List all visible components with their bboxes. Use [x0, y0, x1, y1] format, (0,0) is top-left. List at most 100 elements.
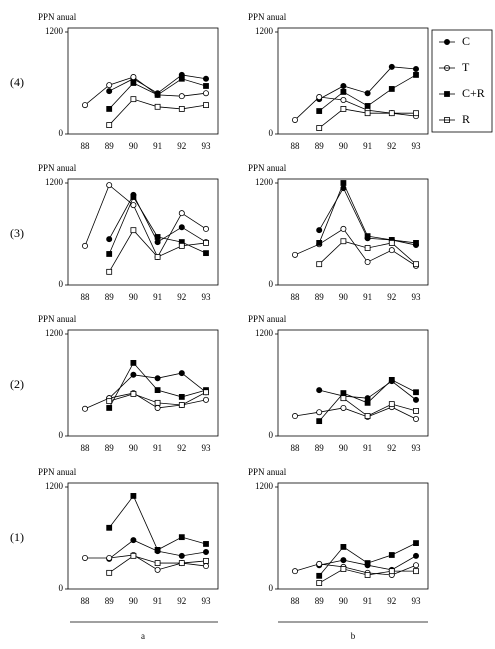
point [203, 83, 209, 89]
x-tick-label: 89 [315, 292, 325, 302]
point [291, 568, 298, 575]
x-tick-label: 91 [363, 443, 372, 453]
point [413, 389, 419, 396]
legend-box [431, 29, 493, 133]
point [202, 563, 209, 570]
point [130, 359, 137, 366]
point [364, 399, 371, 406]
point [154, 234, 161, 240]
x-tick-label: 88 [291, 292, 301, 302]
point [388, 552, 395, 558]
point [178, 552, 185, 559]
point [340, 395, 347, 402]
point [316, 108, 323, 114]
x-tick-label: 89 [315, 443, 325, 453]
point [316, 418, 323, 425]
point [154, 239, 161, 246]
y-tick-label: 1200 [255, 481, 274, 491]
point [202, 90, 209, 97]
point [106, 251, 113, 257]
x-tick-label: 90 [129, 596, 139, 606]
x-tick-label: 92 [387, 141, 396, 151]
point [130, 537, 137, 544]
point [203, 240, 209, 246]
point [413, 408, 419, 414]
point [106, 554, 113, 561]
point [340, 238, 347, 245]
x-tick-label: 88 [291, 596, 301, 606]
point [364, 233, 371, 240]
point [340, 82, 347, 89]
point [291, 116, 298, 123]
y-tick-label: 0 [269, 430, 274, 440]
plot-frame [277, 27, 429, 135]
point [388, 240, 395, 246]
point [388, 86, 395, 92]
point [316, 94, 323, 101]
x-tick-label: 93 [412, 596, 422, 606]
x-tick-label: 91 [153, 443, 162, 453]
point [130, 74, 137, 81]
point [202, 75, 209, 82]
point [106, 398, 113, 405]
point [154, 547, 161, 553]
point [154, 566, 161, 573]
x-tick-label: 90 [129, 141, 139, 151]
point [130, 80, 137, 86]
point [364, 90, 371, 97]
x-tick-label: 93 [202, 596, 212, 606]
y-tick-label: 1200 [45, 177, 64, 187]
point [178, 560, 185, 566]
x-tick-label: 88 [81, 443, 91, 453]
series-line [108, 196, 207, 255]
point [154, 375, 161, 382]
point [82, 554, 89, 561]
point [388, 247, 395, 254]
x-tick-label: 92 [177, 292, 186, 302]
y-axis-label: PPN anual [248, 314, 287, 324]
point [413, 540, 419, 546]
point [82, 242, 89, 249]
point [413, 240, 419, 246]
point [364, 572, 371, 578]
point [178, 93, 185, 100]
point [106, 569, 113, 576]
point [412, 415, 419, 422]
point [202, 549, 209, 556]
point [178, 106, 185, 112]
series-line [84, 76, 207, 106]
point [130, 194, 137, 200]
y-axis-label: PPN anual [38, 163, 77, 173]
x-tick-label: 88 [81, 141, 91, 151]
point [203, 102, 209, 108]
point [340, 97, 347, 104]
series-line [294, 406, 417, 420]
x-tick-label: 92 [387, 443, 396, 453]
point [106, 106, 113, 112]
point [316, 240, 323, 246]
point [106, 88, 113, 95]
point [316, 261, 323, 268]
plot-frame [277, 178, 429, 286]
point [82, 102, 89, 109]
x-tick-label: 91 [153, 141, 162, 151]
series-line [294, 96, 417, 121]
legend-label: T [462, 60, 470, 74]
point [316, 409, 323, 416]
x-tick-label: 93 [412, 141, 422, 151]
point [412, 562, 419, 569]
point [154, 404, 161, 411]
y-tick-label: 0 [59, 128, 64, 138]
y-tick-label: 1200 [45, 26, 64, 36]
point [413, 568, 419, 575]
point [413, 261, 419, 268]
y-tick-label: 0 [269, 128, 274, 138]
point [316, 387, 323, 394]
point [340, 390, 347, 396]
plot-frame [67, 27, 219, 135]
point [388, 568, 395, 575]
point [178, 402, 185, 408]
point [130, 391, 137, 397]
column-label: b [351, 631, 356, 641]
